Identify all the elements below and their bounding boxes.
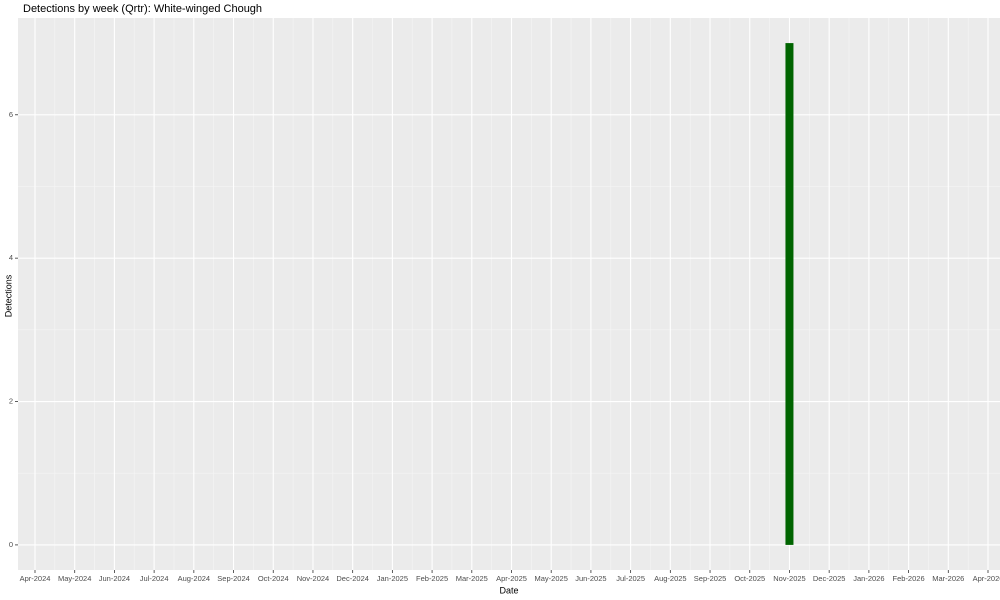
y-tick-label: 6: [9, 110, 13, 119]
x-tick-label: Dec-2025: [813, 574, 846, 583]
x-tick-label: Jun-2024: [99, 574, 130, 583]
y-axis-title: Detections: [3, 274, 13, 317]
x-axis-title: Date: [499, 585, 518, 595]
x-tick-label: Oct-2024: [258, 574, 289, 583]
x-tick-label: Jan-2026: [853, 574, 884, 583]
x-tick-label: Jul-2024: [140, 574, 169, 583]
panel: [18, 18, 1000, 570]
x-tick-label: Sep-2024: [217, 574, 250, 583]
x-tick-label: May-2025: [535, 574, 568, 583]
x-tick-label: Mar-2025: [456, 574, 488, 583]
x-tick-label: Apr-2024: [20, 574, 51, 583]
x-tick-label: Aug-2024: [178, 574, 211, 583]
x-tick-label: May-2024: [58, 574, 91, 583]
x-tick-label: Sep-2025: [694, 574, 727, 583]
x-tick-label: Oct-2025: [734, 574, 765, 583]
x-tick-label: Jul-2025: [616, 574, 645, 583]
y-tick-label: 4: [9, 253, 13, 262]
x-tick-label: Nov-2025: [773, 574, 806, 583]
x-tick-label: Apr-2025: [496, 574, 527, 583]
x-tick-label: Aug-2025: [654, 574, 687, 583]
chart-title: Detections by week (Qrtr): White-winged …: [23, 3, 262, 15]
x-tick-label: Feb-2026: [893, 574, 925, 583]
x-tick-label: Jan-2025: [377, 574, 408, 583]
y-tick-label: 2: [9, 397, 13, 406]
x-tick-label: Feb-2025: [416, 574, 448, 583]
y-tick-label: 0: [9, 540, 13, 549]
x-tick-label: Nov-2024: [297, 574, 330, 583]
x-tick-label: Jun-2025: [575, 574, 606, 583]
x-tick-label: Mar-2026: [932, 574, 964, 583]
x-tick-label: Apr-2026: [973, 574, 1000, 583]
x-tick-label: Dec-2024: [336, 574, 369, 583]
bar: [785, 43, 794, 545]
